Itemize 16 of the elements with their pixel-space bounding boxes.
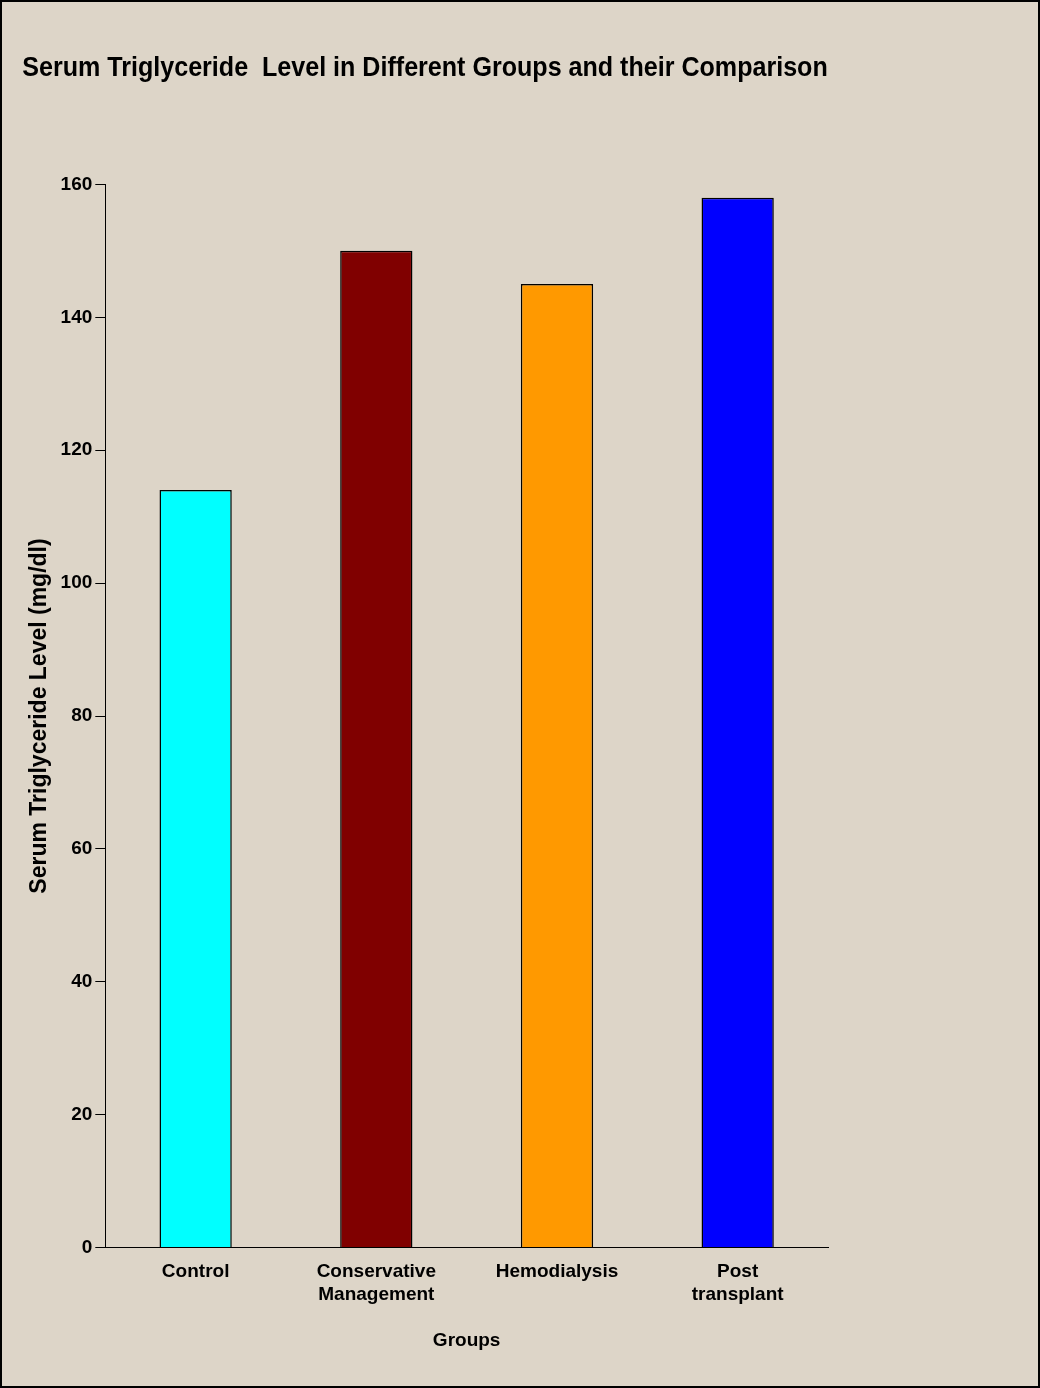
x-axis-title: Groups [432,1328,501,1350]
y-tick-label: 140 [60,305,93,327]
y-axis-title: Serum Triglyceride Level (mg/dl) [25,538,52,894]
y-tick-label: 80 [71,704,93,726]
y-tick-label: 160 [60,172,93,194]
y-tick-label: 100 [60,571,93,593]
y-tick-label: 0 [81,1235,93,1257]
chart-title: Serum Triglyceride Level in Different Groups and their Comparison [22,50,828,82]
y-tick-label: 60 [71,837,93,859]
x-tick-label: Hemodialysis [495,1260,619,1282]
y-tick-label: 120 [60,438,93,460]
y-tick-label: 20 [71,1102,93,1124]
x-tick-label: Control [161,1260,230,1282]
y-tick-label: 40 [71,970,93,992]
x-tick-label: Conservative Management [316,1260,436,1305]
x-tick-label: Post transplant [691,1260,785,1305]
